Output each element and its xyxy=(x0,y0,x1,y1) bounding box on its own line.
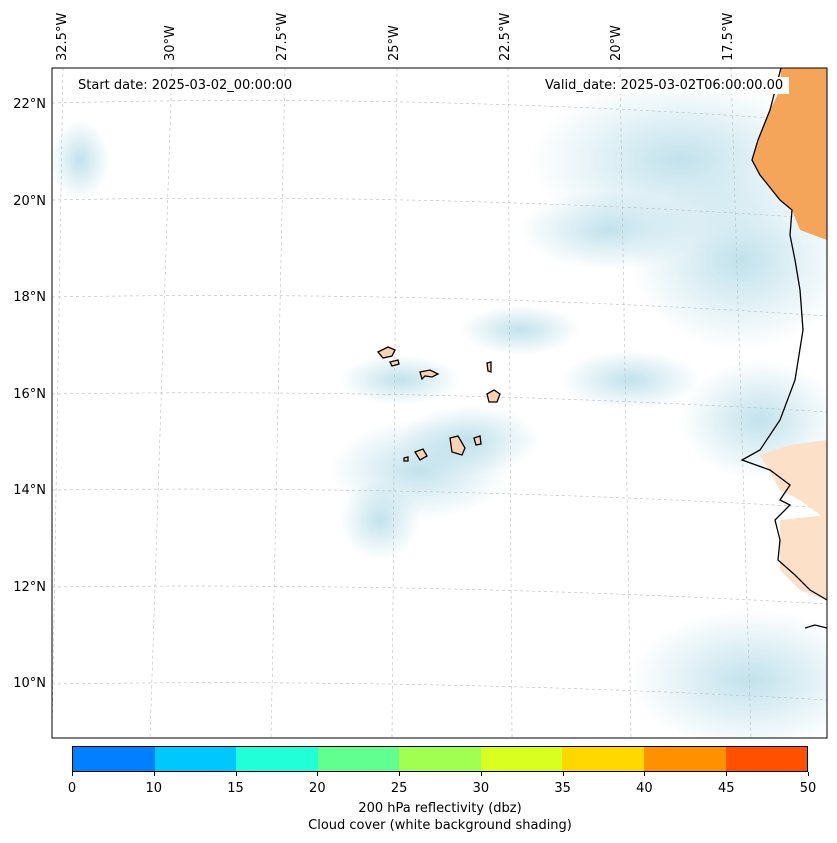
cape-verde-islands xyxy=(376,346,501,462)
colorbar-segment xyxy=(725,747,808,771)
lat-label: 16°N xyxy=(13,387,46,402)
colorbar-tick-label: 10 xyxy=(145,781,163,796)
valid-date-label: Valid_date: 2025-03-02T06:00:00.00 xyxy=(539,77,790,94)
lat-label: 22°N xyxy=(13,97,46,112)
africa-land-south xyxy=(780,515,827,600)
lat-label: 18°N xyxy=(13,290,46,305)
colorbar-tick xyxy=(562,772,564,776)
africa-coastline xyxy=(740,68,827,601)
colorbar-segment xyxy=(317,747,400,771)
colorbar-tick-label: 0 xyxy=(67,781,77,796)
colorbar-segment xyxy=(73,747,155,771)
lon-label: 30°W xyxy=(163,25,178,61)
colorbar-tick xyxy=(480,772,482,776)
colorbar-tick xyxy=(399,772,401,776)
lon-label: 25°W xyxy=(387,25,402,61)
lon-label: 27.5°W xyxy=(275,12,290,61)
colorbar-segment xyxy=(154,747,237,771)
graticule xyxy=(52,68,827,738)
colorbar-segment xyxy=(236,747,318,771)
lon-label: 17.5°W xyxy=(721,12,736,61)
reflectivity-colorbar xyxy=(72,746,808,772)
colorbar-segment xyxy=(643,747,726,771)
colorbar-tick-label: 15 xyxy=(227,781,244,796)
colorbar-tick-label: 50 xyxy=(799,781,817,796)
colorbar-segment xyxy=(562,747,644,771)
colorbar-sublabel: Cloud cover (white background shading) xyxy=(308,818,572,833)
colorbar-tick xyxy=(235,772,237,776)
lat-label: 20°N xyxy=(13,194,46,209)
colorbar-tick-label: 35 xyxy=(554,781,571,796)
lon-label: 22.5°W xyxy=(498,12,513,61)
colorbar-tick-label: 30 xyxy=(472,781,490,796)
colorbar-tick xyxy=(726,772,728,776)
colorbar-label: 200 hPa reflectivity (dbz) xyxy=(358,801,522,816)
start-date-label: Start date: 2025-03-02_00:00:00 xyxy=(72,77,299,94)
colorbar-tick xyxy=(72,772,73,776)
colorbar-tick-label: 45 xyxy=(717,781,735,796)
cloud-cover-shading xyxy=(52,80,827,738)
lon-label: 32.5°W xyxy=(55,12,70,61)
colorbar-tick xyxy=(317,772,319,776)
colorbar-tick xyxy=(153,772,155,776)
lon-label: 20°W xyxy=(609,25,624,61)
lat-label: 14°N xyxy=(13,483,46,498)
colorbar-tick xyxy=(644,772,646,776)
africa-land-low xyxy=(760,440,827,520)
colorbar-segment xyxy=(480,747,563,771)
colorbar-tick-label: 20 xyxy=(309,781,326,796)
colorbar-tick-label: 25 xyxy=(390,781,408,796)
colorbar-segment xyxy=(399,747,481,771)
colorbar-tick-label: 40 xyxy=(636,781,653,796)
lat-label: 12°N xyxy=(13,580,46,595)
colorbar-tick xyxy=(808,772,809,776)
africa-land-high xyxy=(752,68,827,240)
lat-label: 10°N xyxy=(13,676,46,691)
